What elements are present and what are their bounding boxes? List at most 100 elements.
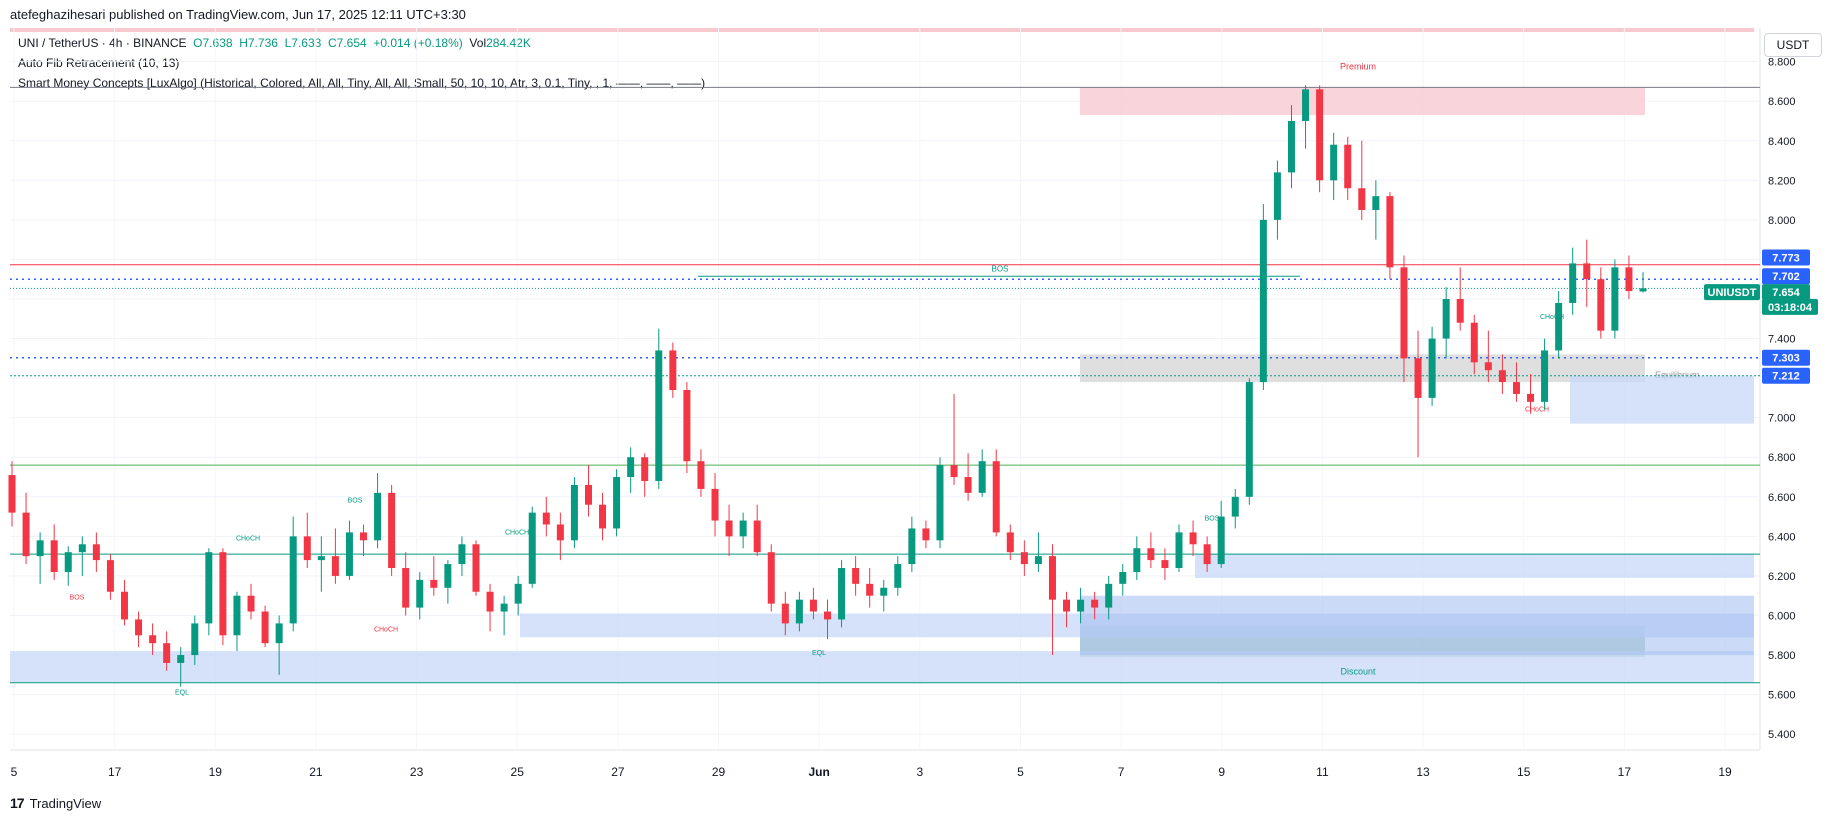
candle-body [472,544,480,592]
currency-button[interactable]: USDT [1764,33,1822,57]
structure-label: BOS [70,595,85,602]
candle [528,506,536,588]
symbol-title[interactable]: UNI / TetherUS · 4h · BINANCE [18,36,187,50]
indicator-smc[interactable]: Smart Money Concepts [LuxAlgo] (Historic… [18,76,706,90]
candle [542,496,550,537]
candle-body [795,599,803,624]
candle [1358,140,1366,220]
candle-body [908,528,916,565]
candle [1470,314,1478,375]
x-tick-label: 5 [1017,765,1024,779]
candle-body [964,477,972,493]
y-tick-label: 5.400 [1768,729,1796,741]
candle-body [936,465,944,541]
bos-label: BOS [992,264,1009,273]
candle [331,528,339,584]
candle [950,393,958,485]
candle [1034,532,1042,572]
candle [1428,326,1436,406]
price-badge-label: 7.773 [1772,252,1800,264]
indicator-fib[interactable]: Auto Fib Retracement (10, 13) [18,56,180,70]
high-value: H7.736 [239,36,278,50]
candle-body [8,475,16,513]
candle-body [345,532,353,576]
candle [247,583,255,620]
candle-body [1203,544,1211,565]
price-badge [1704,284,1760,301]
candle [1639,272,1647,293]
candle-body [852,568,860,584]
candle [1006,524,1014,561]
candle [135,611,143,648]
candle [430,556,438,596]
candle [1133,536,1141,580]
candle [599,492,607,541]
equilibrium-zone [1080,354,1645,383]
candle-body [1597,279,1605,331]
candle-body [1639,288,1647,292]
candle [36,532,44,584]
candle [1484,330,1492,383]
y-tick-label: 6.600 [1768,492,1796,504]
candle [1625,255,1633,299]
equilibrium-label: Equilibrium [1655,370,1700,380]
candle-body [1358,188,1366,210]
candle [514,575,522,616]
candle [374,473,382,549]
price-badge-label: 7.654 [1772,287,1800,299]
candle-body [78,544,86,553]
candle-body [36,540,44,557]
candle [1287,105,1295,189]
candle [683,382,691,474]
candle [1330,132,1338,201]
candle-body [416,579,424,608]
premium-zone [1080,87,1645,116]
candle-body [486,591,494,612]
order-block-low [1080,595,1754,656]
candle [8,461,16,527]
candle [613,469,621,537]
candle [838,560,846,628]
candle-body [1541,350,1549,402]
candle [303,512,311,569]
x-tick-label: 29 [712,765,726,779]
candle [1259,204,1267,390]
price-badge-label: 7.303 [1772,353,1800,365]
candle [556,512,564,561]
volume-value: 284.42K [486,36,531,50]
candle [1569,247,1577,315]
candle [1147,532,1155,569]
candle-body [1048,556,1056,600]
x-tick-label: Jun [809,765,830,779]
candle-body [1442,298,1450,339]
brand-name: TradingView [29,795,102,811]
candle [669,342,677,398]
structure-label: EQL [812,650,826,657]
candle-body [711,488,719,521]
candle-body [542,512,550,525]
candle [908,516,916,572]
candle-body [500,603,508,612]
x-tick-label: 21 [309,765,323,779]
candle [275,615,283,675]
discount-zone [1080,625,1645,658]
structure-label: BOS [1205,516,1220,523]
candle [402,552,410,616]
y-tick-label: 7.600 [1768,294,1796,306]
candle [1077,587,1085,624]
candle-body [514,583,522,604]
candle [1527,374,1535,414]
x-tick-label: 27 [611,765,625,779]
candle [570,477,578,549]
candle [1498,354,1506,394]
candle-body [444,564,452,588]
candle [1597,267,1605,339]
brand-footer[interactable]: 17 TradingView [10,795,101,811]
candle [50,524,58,580]
y-tick-label: 8.800 [1768,57,1796,69]
candle-body [149,635,157,644]
y-tick-label: 7.400 [1768,334,1796,346]
candle [1161,548,1169,580]
candle-body [838,568,846,620]
